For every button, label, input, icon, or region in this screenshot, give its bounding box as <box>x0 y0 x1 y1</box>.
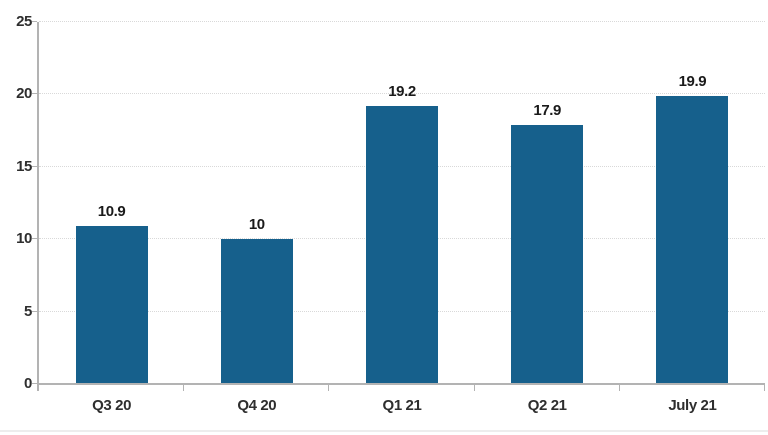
bar-value-label: 10 <box>248 216 265 234</box>
y-axis-tick <box>32 93 37 95</box>
cropped-bottom-artifact <box>0 430 768 432</box>
y-axis-tick-label: 5 <box>24 302 32 320</box>
x-axis-category-label: Q4 20 <box>237 397 277 414</box>
bar-q2-21 <box>511 124 584 384</box>
bar-value-label: 10.9 <box>97 203 126 221</box>
x-axis-category-label: Q3 20 <box>92 397 132 414</box>
y-axis-tick-label: 25 <box>16 13 32 30</box>
x-axis-tick <box>183 384 184 391</box>
gridline-y25 <box>39 21 765 22</box>
x-axis-tick <box>474 384 475 391</box>
x-axis-tick <box>619 384 620 391</box>
y-axis-tick-label: 15 <box>16 157 32 175</box>
bar-value-label: 17.9 <box>533 101 561 119</box>
y-axis-tick-label: 0 <box>24 375 32 392</box>
y-axis-tick <box>32 310 37 312</box>
x-axis-tick <box>764 384 765 391</box>
bar-value-label: 19.2 <box>388 82 416 100</box>
y-axis-tick <box>32 165 37 167</box>
y-axis-line <box>37 22 39 391</box>
x-axis-category-label: Q1 21 <box>382 397 422 414</box>
y-axis-tick <box>32 383 37 384</box>
y-axis-tick-label: 20 <box>16 85 32 103</box>
y-axis-tick <box>32 238 37 240</box>
bar-q4-20 <box>220 239 293 384</box>
x-axis-line <box>37 383 765 385</box>
plot-area: 0 5 10 15 20 25 10.9 Q3 20 10 Q4 20 19.2 Q1 21 17.9 Q… <box>16 14 765 414</box>
bar-value-label: 19.9 <box>678 72 707 90</box>
bar-q1-21 <box>366 105 438 384</box>
x-axis-category-label: July 21 <box>668 397 717 414</box>
x-axis-tick <box>328 384 329 391</box>
bar-q3-20 <box>75 226 148 384</box>
gridline-y20 <box>39 93 765 95</box>
bar-july-21 <box>656 95 729 384</box>
x-axis-category-label: Q2 21 <box>527 397 567 414</box>
y-axis-tick-label: 10 <box>16 230 32 248</box>
y-axis-tick <box>32 21 37 22</box>
